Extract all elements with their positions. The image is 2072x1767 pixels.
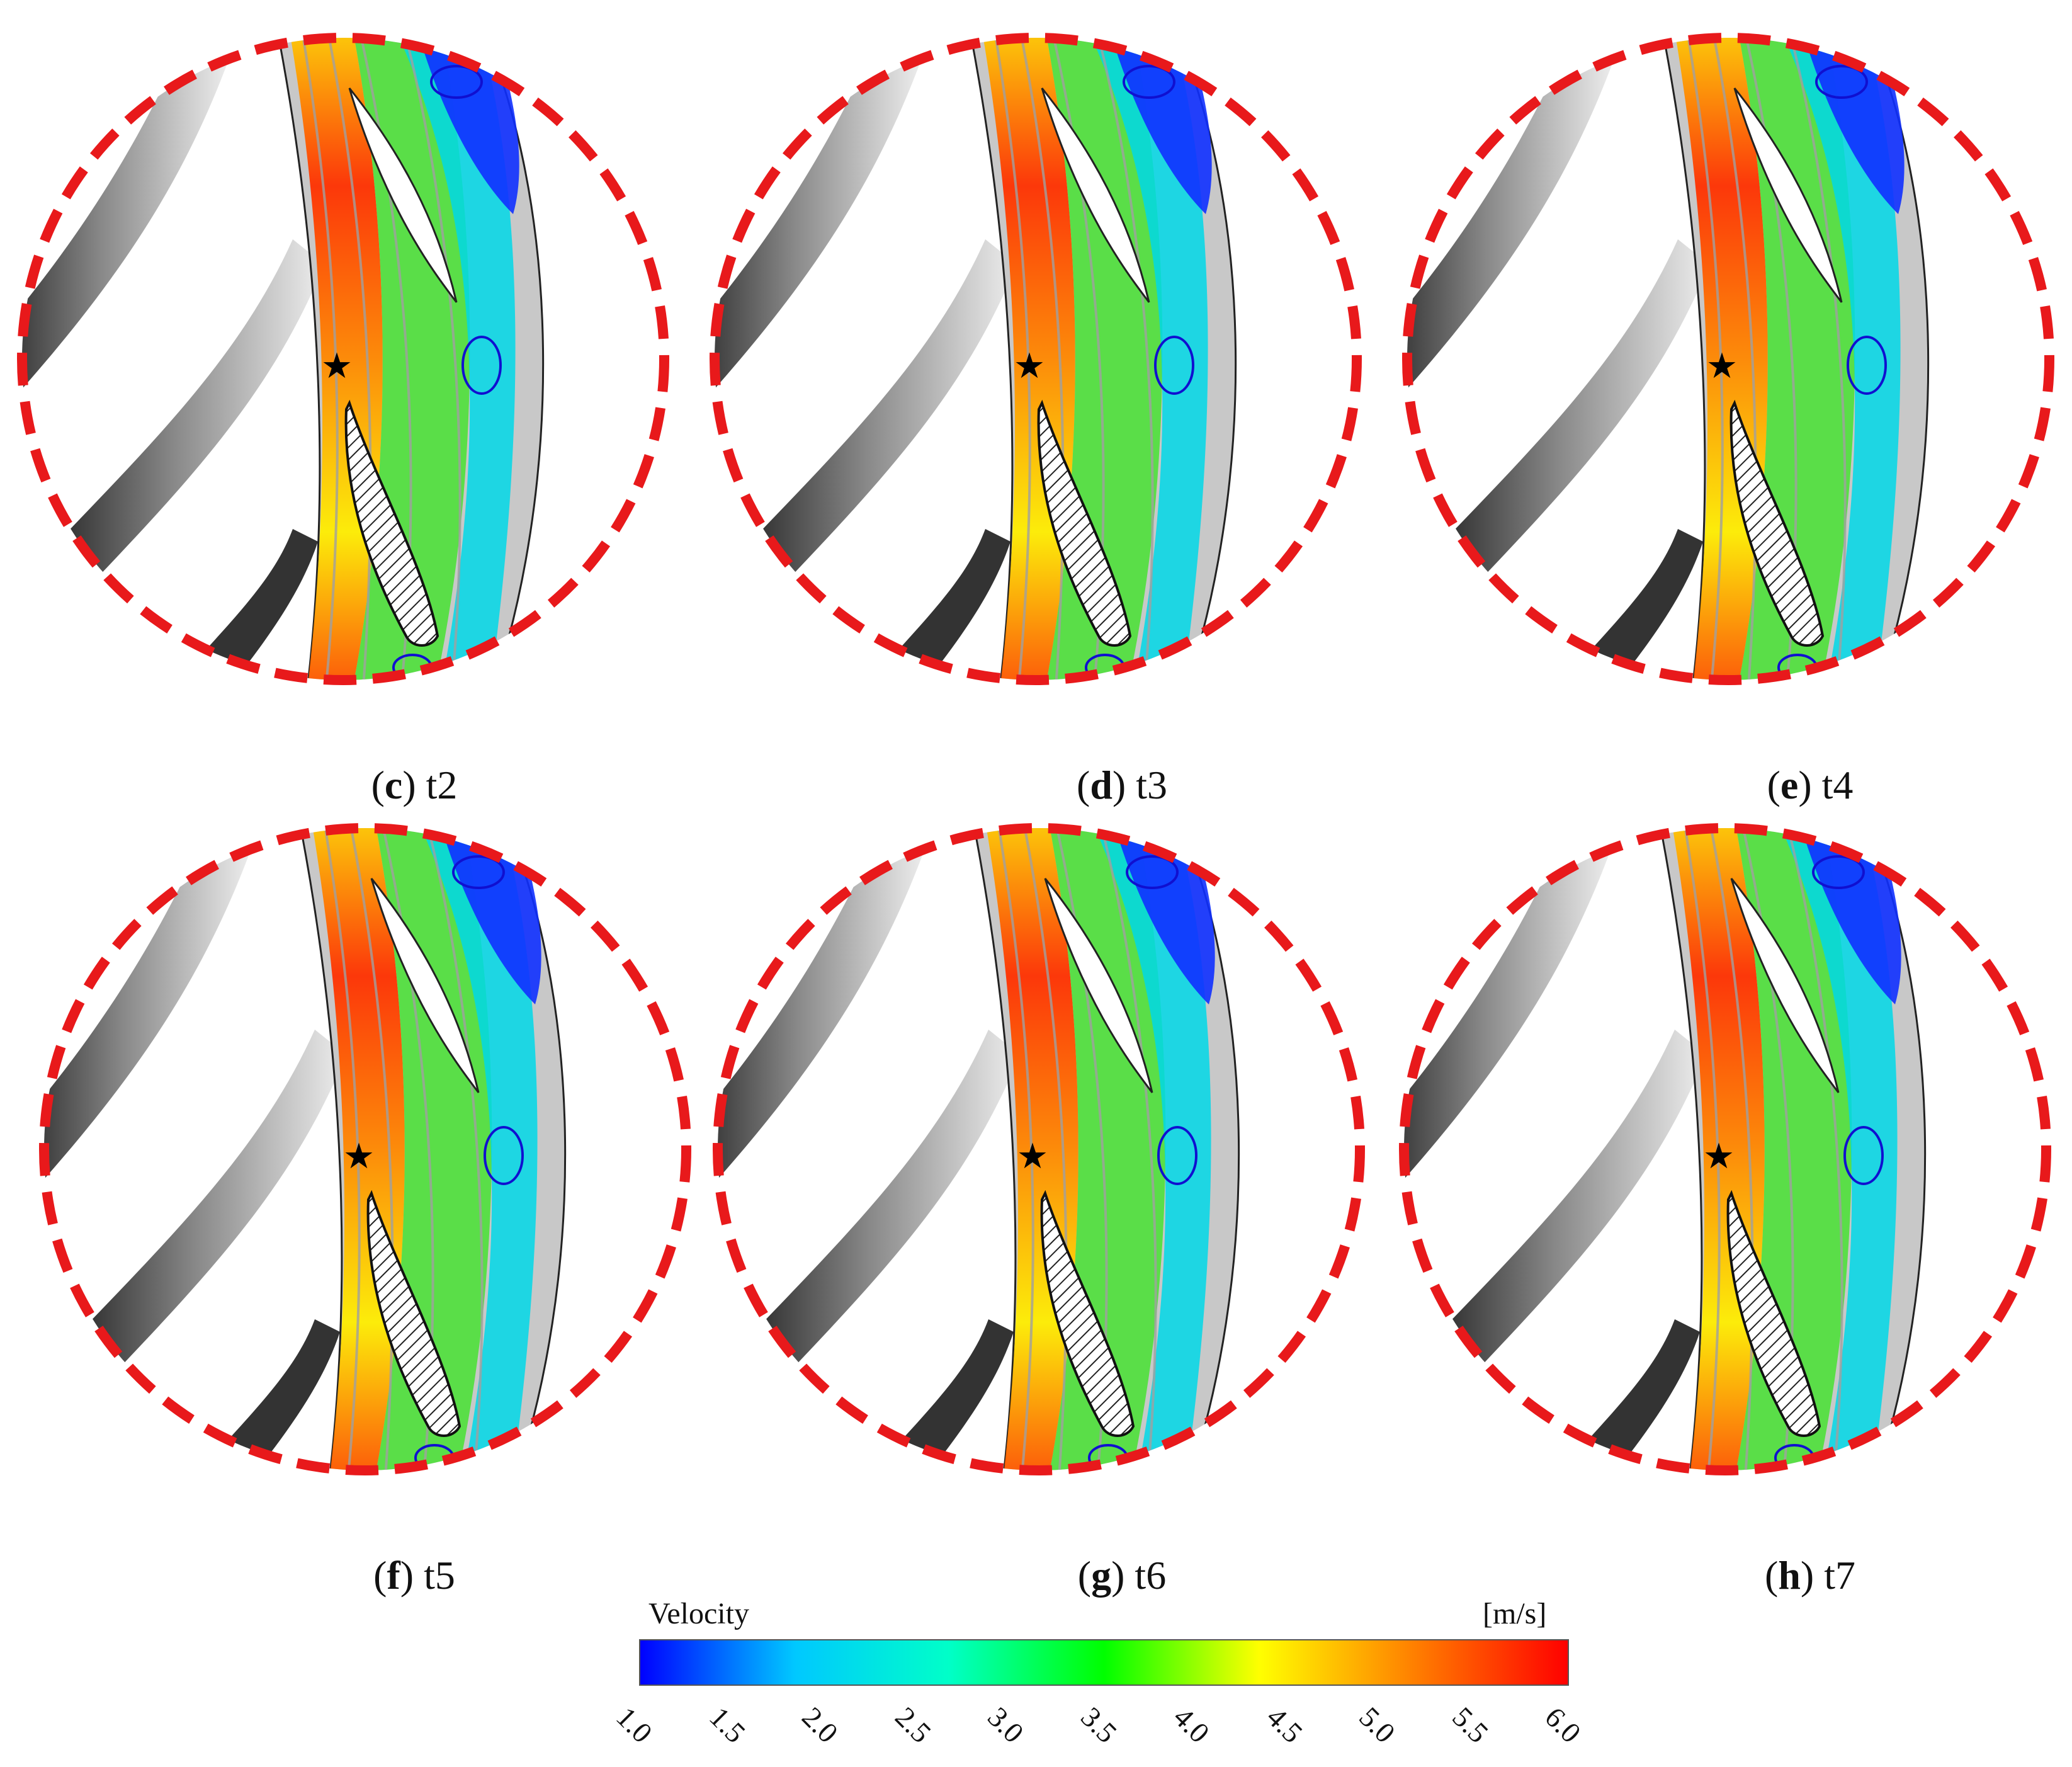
monitor-point-star: ★ xyxy=(1017,1137,1048,1176)
zoom-circle xyxy=(1399,823,2051,1475)
panel-letter: e xyxy=(1780,763,1799,807)
panel-letter: f xyxy=(387,1553,400,1598)
monitor-point-star: ★ xyxy=(1703,1137,1735,1176)
monitor-point-star: ★ xyxy=(1014,347,1045,386)
monitor-point-star: ★ xyxy=(343,1137,375,1176)
panel-time-label: t5 xyxy=(424,1553,455,1598)
panel-letter: h xyxy=(1778,1553,1801,1598)
zoom-circle xyxy=(1402,33,2054,685)
panel-caption-g: (g) t6 xyxy=(1077,1553,1167,1598)
guide-vane xyxy=(1040,1190,1135,1437)
flow-panel-h: ★ xyxy=(1399,823,2051,1475)
flow-panel-g: ★ xyxy=(713,823,1365,1475)
panel-caption-e: (e) t4 xyxy=(1767,763,1854,807)
panel-time-label: t7 xyxy=(1824,1553,1855,1598)
impeller-blade xyxy=(718,828,926,1193)
impeller-blade xyxy=(44,1030,346,1407)
zoom-circle xyxy=(713,823,1365,1475)
impeller-blade xyxy=(715,239,1017,617)
impeller-blade xyxy=(1404,1030,1706,1407)
guide-vane xyxy=(1726,1190,1821,1437)
panel-caption-c: (c) t2 xyxy=(371,763,458,807)
monitor-point-star: ★ xyxy=(321,347,353,386)
impeller-blade xyxy=(1404,828,1612,1193)
panel-time-label: t6 xyxy=(1135,1553,1167,1598)
panel-letter: g xyxy=(1091,1553,1112,1598)
flow-panel-d: ★ xyxy=(710,33,1362,685)
flow-panel-c: ★ xyxy=(17,33,669,685)
impeller-blade xyxy=(718,1030,1020,1407)
panel-letter: c xyxy=(384,763,403,807)
zoom-circle xyxy=(39,823,691,1475)
impeller-blade xyxy=(715,38,922,403)
zoom-circle xyxy=(17,33,669,685)
panel-caption-d: (d) t3 xyxy=(1077,763,1167,807)
monitor-point-star: ★ xyxy=(1706,347,1738,386)
panel-caption-f: (f) t5 xyxy=(373,1553,455,1598)
flow-panel-e: ★ xyxy=(1402,33,2054,685)
guide-vane xyxy=(344,399,439,647)
panel-caption-h: (h) t7 xyxy=(1765,1553,1855,1598)
zoom-circle xyxy=(710,33,1362,685)
panel-time-label: t3 xyxy=(1136,763,1167,807)
impeller-blade xyxy=(1407,239,1709,617)
impeller-blade xyxy=(22,239,324,617)
guide-vane xyxy=(1729,399,1825,647)
guide-vane xyxy=(1037,399,1132,647)
panel-time-label: t4 xyxy=(1821,763,1854,807)
guide-vane xyxy=(366,1190,461,1437)
impeller-blade xyxy=(44,828,252,1193)
impeller-blade xyxy=(1407,38,1615,403)
panel-letter: d xyxy=(1090,763,1112,807)
flow-panel-f: ★ xyxy=(39,823,691,1475)
panel-time-label: t2 xyxy=(426,763,458,807)
impeller-blade xyxy=(22,38,230,403)
